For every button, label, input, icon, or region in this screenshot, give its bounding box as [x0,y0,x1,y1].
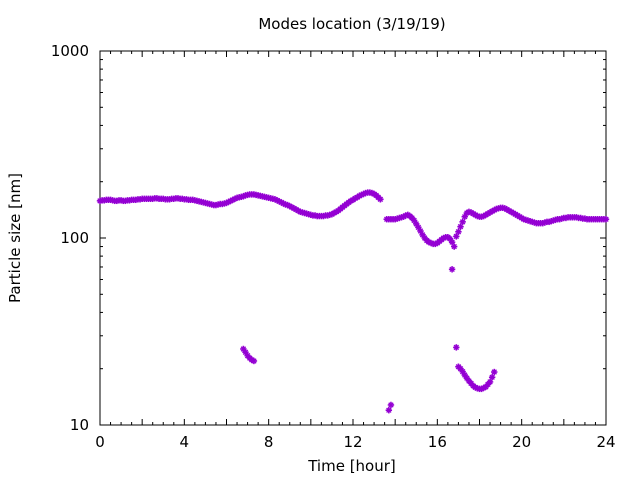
data-point [602,216,610,223]
plot-frame [99,50,607,426]
x-tick-labels: 0 4 8 12 16 20 24 [95,433,615,451]
data-point [387,401,395,409]
data-point [488,374,496,381]
data-point [385,406,393,414]
chart-title: Modes location (3/19/19) [258,15,445,33]
y-axis-label: Particle size [nm] [6,173,24,303]
data-point [455,228,462,235]
x-axis-label: Time [hour] [307,457,396,475]
y-tick-label: 10 [70,416,89,434]
x-tick-label: 8 [264,433,274,451]
x-tick-label: 4 [180,433,190,451]
x-tick-label: 20 [512,433,531,451]
data-point [377,196,384,203]
data-point [459,218,466,226]
x-tick-label: 0 [95,433,105,451]
y-tick-labels: 10 100 1000 [51,42,89,434]
data-points [96,189,610,414]
x-tick-label: 24 [596,433,615,451]
data-point [448,266,456,273]
data-point [457,223,464,230]
y-tick-label: 1000 [51,42,89,60]
x-tick-label: 12 [343,433,362,451]
data-point [453,344,460,351]
data-point [250,357,258,365]
data-point [451,243,458,250]
y-tick-label: 100 [60,229,89,247]
x-tick-label: 16 [428,433,447,451]
data-point [491,368,498,376]
